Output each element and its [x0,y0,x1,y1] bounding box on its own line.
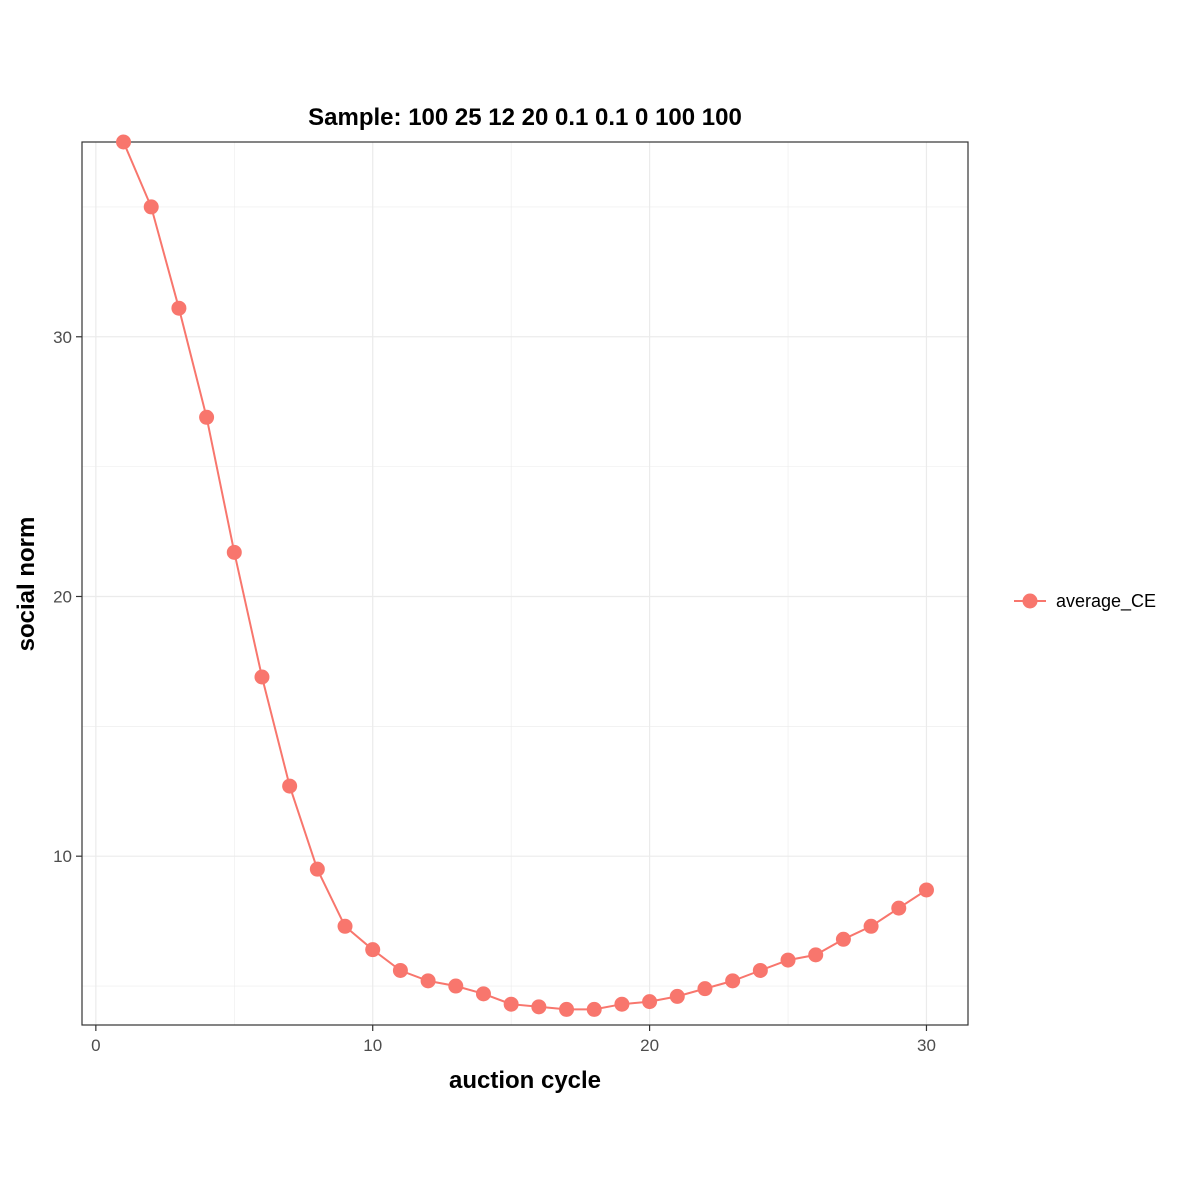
y-axis-title: social norm [13,517,40,652]
data-point [282,778,298,794]
data-point [171,300,187,316]
data-point [559,1001,575,1017]
data-point [863,918,879,934]
data-point [143,199,159,215]
data-point [448,978,464,994]
series-layer [116,134,934,1017]
data-point [891,900,907,916]
legend: average_CE [1014,591,1156,612]
x-tick-label: 30 [917,1036,936,1055]
data-point [392,962,408,978]
data-point [531,999,547,1015]
x-tick-label: 20 [640,1036,659,1055]
data-point [725,973,741,989]
data-point [835,931,851,947]
data-point [614,996,630,1012]
panel-border [81,141,969,1026]
panel-background [82,142,968,1025]
y-tick-label: 10 [53,847,72,866]
y-axis-ticks: 10 20 30 [53,328,82,866]
data-point [199,409,215,425]
data-point [337,918,353,934]
data-point [586,1001,602,1017]
data-point [116,134,132,150]
minor-gridlines [82,142,968,1025]
data-point [226,544,242,560]
data-point [309,861,325,877]
major-gridlines [82,142,968,1025]
data-point [669,988,685,1004]
x-axis-title: auction cycle [449,1067,601,1094]
y-tick-label: 20 [53,587,72,606]
x-tick-label: 0 [91,1036,100,1055]
data-point [918,882,934,898]
y-tick-label: 30 [53,328,72,347]
legend-key-point [1022,593,1038,609]
data-point [475,986,491,1002]
data-point [808,947,824,963]
x-axis-ticks: 0 10 20 30 [91,1025,936,1055]
chart-title: Sample: 100 25 12 20 0.1 0.1 0 100 100 [308,104,742,131]
data-point [642,994,658,1010]
data-point [254,669,270,685]
data-point [420,973,436,989]
data-point [780,952,796,968]
data-point [697,981,713,997]
legend-label: average_CE [1056,591,1156,612]
data-point [503,996,519,1012]
data-point [752,962,768,978]
x-tick-label: 10 [363,1036,382,1055]
data-point [365,942,381,958]
